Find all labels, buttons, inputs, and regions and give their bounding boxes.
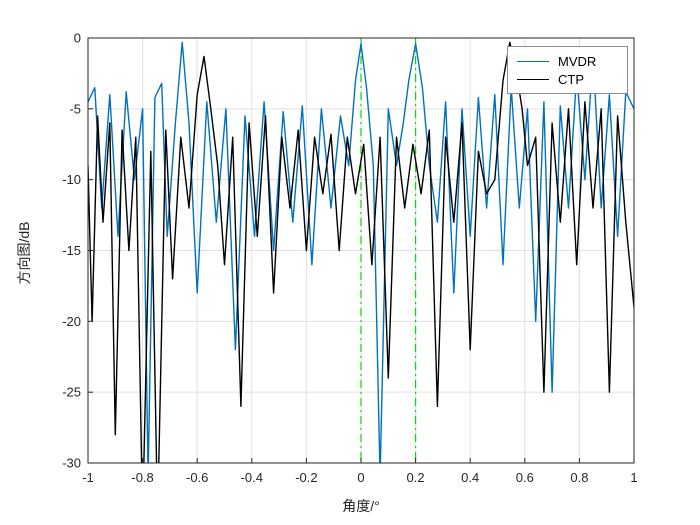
series-line-ctp [88,41,634,463]
y-tick-label: -5 [69,101,81,116]
legend-label-ctp: CTP [558,71,584,87]
x-tick-label: 0.4 [461,470,479,485]
legend-line-sample-ctp [517,78,549,80]
y-tick-label: -15 [62,243,81,258]
legend-entry-ctp: CTP [508,70,627,88]
x-tick-label: -0.4 [241,470,263,485]
signal-direction-markers [360,38,417,463]
y-tick-label: -25 [62,385,81,400]
x-tick-label: 0.6 [516,470,534,485]
tick-marks [87,37,635,464]
x-tick-label: -0.6 [186,470,208,485]
x-tick-label: 0.8 [570,470,588,485]
x-tick-label: 1 [630,470,637,485]
legend-label-mvdr: MVDR [558,53,597,69]
series-group [88,41,634,463]
x-axis-label: 角度/° [342,498,380,514]
x-tick-label: -0.8 [131,470,153,485]
y-tick-label: -10 [62,172,81,187]
legend-entry-mvdr: MVDR [508,52,627,70]
legend-line-sample-mvdr [517,60,549,62]
y-tick-label: -30 [62,456,81,471]
x-tick-label: 0.2 [407,470,425,485]
y-tick-label: 0 [74,31,81,46]
x-tick-label: -0.2 [295,470,317,485]
y-axis-label: 方向图/dB [16,221,32,285]
x-tick-label: 0 [357,470,364,485]
x-tick-label: -1 [82,470,94,485]
series-line-mvdr [88,41,634,463]
tick-labels: -1 -0.8 -0.6 -0.4 -0.2 0 0.2 0.4 0.6 0.8 1 0 -5 -10 -1… [62,31,637,486]
y-tick-label: -20 [62,314,81,329]
legend: MVDR CTP [507,46,628,94]
